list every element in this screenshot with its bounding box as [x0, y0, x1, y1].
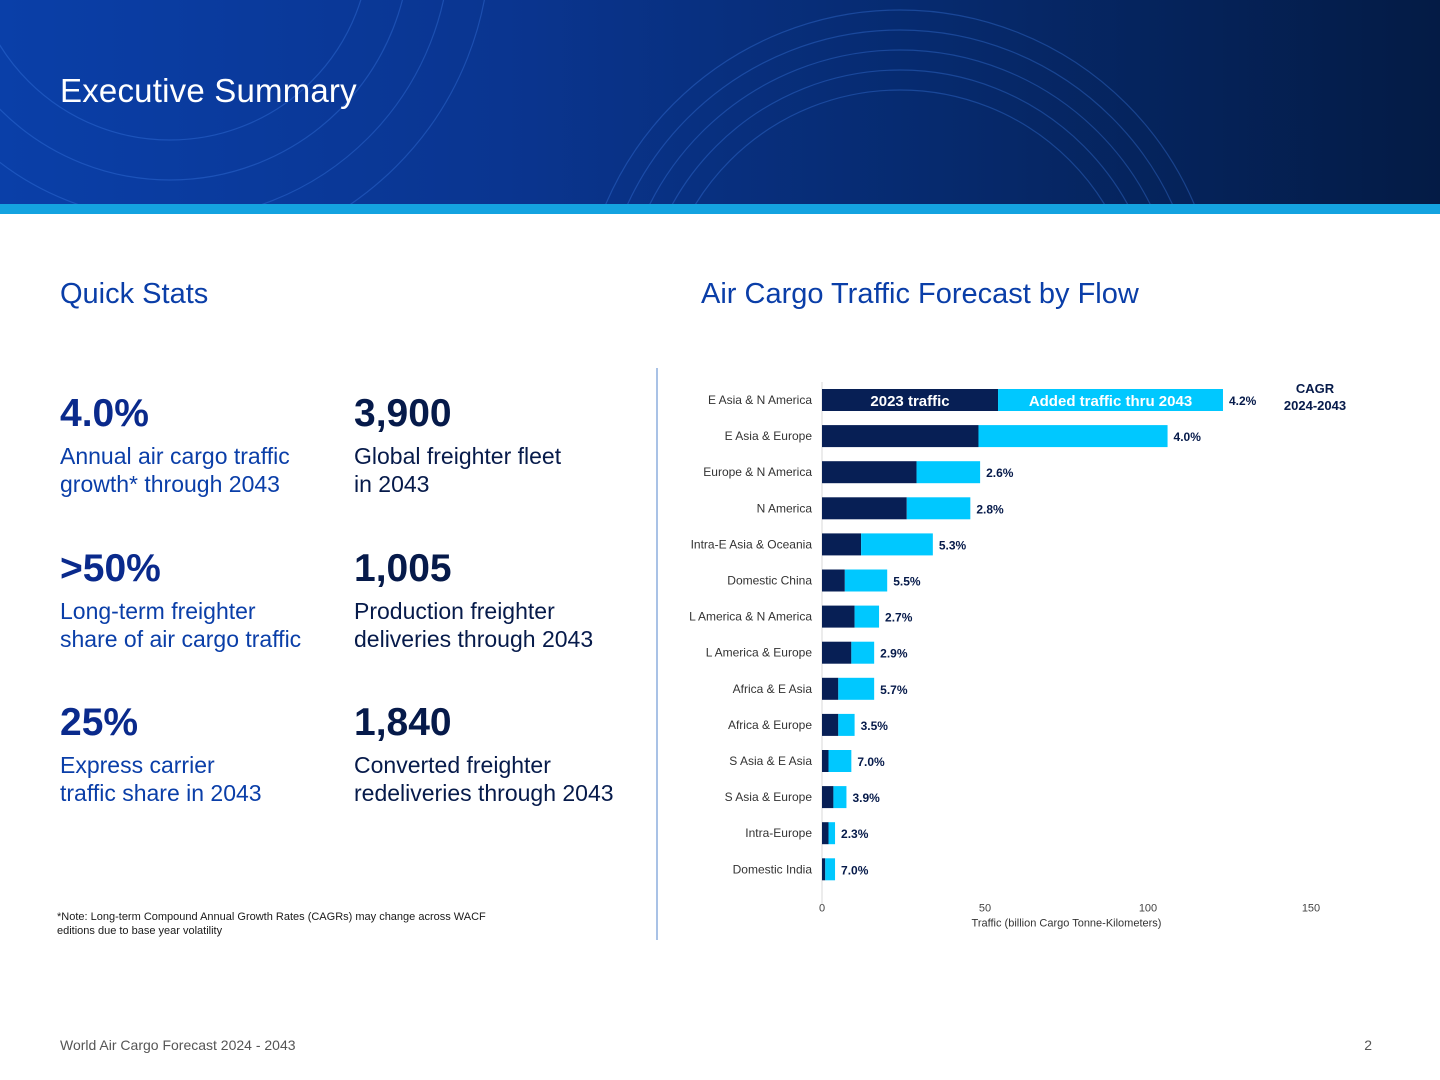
- accent-bar: [0, 204, 1440, 214]
- bar-2023-traffic: [822, 822, 829, 845]
- x-axis-title: Traffic (billion Cargo Tonne-Kilometers): [972, 917, 1162, 929]
- stat-freighter-share: >50% Long-term freighter share of air ca…: [60, 547, 350, 653]
- bar-2023-traffic: [822, 677, 839, 700]
- legend-added-traffic: Added traffic thru 2043: [1029, 393, 1192, 410]
- stat-express-share: 25% Express carrier traffic share in 204…: [60, 701, 350, 807]
- cagr-label: 2.9%: [880, 647, 908, 661]
- cagr-label: 7.0%: [841, 863, 869, 877]
- stat-value: 3,900: [354, 392, 452, 435]
- bar-added-traffic: [998, 389, 1223, 411]
- cagr-header-title: CAGR: [1296, 381, 1335, 396]
- bar-added-traffic: [844, 569, 888, 592]
- page-number: 2: [1364, 1037, 1372, 1053]
- cagr-header-years: 2024-2043: [1284, 398, 1346, 413]
- cagr-label: 5.7%: [880, 683, 908, 697]
- bar-added-traffic: [828, 750, 852, 772]
- stat-converted-redeliveries: 1,840 Converted freighter redeliveries t…: [354, 701, 644, 807]
- stat-value: >50%: [60, 547, 161, 590]
- stat-value: 1,840: [354, 701, 452, 744]
- bar-added-traffic: [854, 605, 880, 628]
- category-label: L America & Europe: [706, 646, 813, 660]
- bar-added-traffic: [833, 786, 847, 809]
- category-label: E Asia & Europe: [725, 429, 813, 443]
- category-label: Intra-Europe: [745, 826, 812, 840]
- stat-traffic-growth: 4.0% Annual air cargo traffic growth* th…: [60, 392, 350, 498]
- header-banner: Executive Summary: [0, 0, 1440, 204]
- chart-title: Air Cargo Traffic Forecast by Flow: [701, 278, 1139, 310]
- bar-added-traffic: [825, 858, 836, 881]
- stat-label: Production freighter deliveries through …: [354, 598, 594, 652]
- stat-label: Global freighter fleet in 2043: [354, 443, 562, 497]
- bar-2023-traffic: [822, 533, 862, 556]
- x-tick-label: 0: [819, 902, 825, 914]
- category-label: N America: [757, 501, 813, 515]
- bar-added-traffic: [978, 425, 1168, 448]
- stat-fleet: 3,900 Global freighter fleet in 2043: [354, 392, 644, 498]
- footer-title: World Air Cargo Forecast 2024 - 2043: [60, 1037, 296, 1053]
- bar-added-traffic: [838, 677, 875, 700]
- traffic-forecast-chart: E Asia & N America 4.2% 2023 traffic Added …: [689, 381, 1346, 929]
- stat-production-deliveries: 1,005 Production freighter deliveries th…: [354, 547, 644, 653]
- cagr-label: 5.5%: [893, 575, 921, 589]
- category-label: Domestic China: [727, 574, 812, 588]
- bar-added-traffic: [916, 461, 981, 484]
- cagr-label: 2.7%: [885, 611, 913, 625]
- cagr-label: 2.6%: [986, 466, 1014, 480]
- page-title: Executive Summary: [60, 72, 357, 109]
- x-tick-label: 50: [979, 902, 991, 914]
- stat-value: 25%: [60, 701, 139, 744]
- category-label: Africa & Europe: [728, 718, 812, 732]
- category-label: Domestic India: [733, 862, 813, 876]
- decorative-arcs: [0, 0, 1195, 204]
- quick-stats-title: Quick Stats: [60, 278, 209, 310]
- category-label: Intra-E Asia & Oceania: [691, 537, 813, 551]
- x-tick-label: 100: [1139, 902, 1157, 914]
- category-label: S Asia & E Asia: [729, 754, 812, 768]
- footnote: *Note: Long-term Compound Annual Growth …: [57, 911, 486, 937]
- cagr-label: 3.5%: [861, 719, 889, 733]
- bar-2023-traffic: [822, 713, 839, 736]
- bar-2023-traffic: [822, 461, 917, 484]
- cagr-label: 3.9%: [852, 791, 880, 805]
- bar-added-traffic: [861, 533, 933, 556]
- cagr-label: 2.8%: [976, 502, 1004, 516]
- stat-label: Express carrier traffic share in 2043: [60, 752, 262, 806]
- bar-2023-traffic: [822, 605, 855, 628]
- stat-label: Converted freighter redeliveries through…: [354, 752, 614, 806]
- bar-2023-traffic: [822, 641, 852, 664]
- bar-2023-traffic: [822, 425, 979, 448]
- stat-value: 1,005: [354, 547, 452, 590]
- bar-added-traffic: [828, 822, 836, 845]
- bar-2023-traffic: [822, 858, 826, 881]
- cagr-label: 4.2%: [1229, 394, 1257, 408]
- category-label: Africa & E Asia: [733, 682, 813, 696]
- bar-2023-traffic: [822, 497, 907, 520]
- category-label: L America & N America: [689, 610, 812, 624]
- stat-value: 4.0%: [60, 392, 149, 435]
- stat-label: Annual air cargo traffic growth* through…: [60, 443, 290, 497]
- bar-added-traffic: [851, 641, 875, 664]
- cagr-label: 2.3%: [841, 827, 869, 841]
- category-label: S Asia & Europe: [725, 790, 813, 804]
- bar-added-traffic: [906, 497, 971, 520]
- x-tick-label: 150: [1302, 902, 1320, 914]
- bar-2023-traffic: [822, 786, 834, 809]
- divider: [656, 368, 658, 940]
- bar-2023-traffic: [822, 389, 999, 411]
- bar-2023-traffic: [822, 750, 829, 772]
- bar-added-traffic: [838, 713, 855, 736]
- cagr-label: 7.0%: [857, 755, 885, 769]
- cagr-label: 5.3%: [939, 538, 967, 552]
- cagr-label: 4.0%: [1174, 430, 1202, 444]
- legend-2023-traffic: 2023 traffic: [870, 393, 949, 410]
- category-label: Europe & N America: [703, 465, 812, 479]
- stat-label: Long-term freighter share of air cargo t…: [60, 598, 302, 652]
- category-label: E Asia & N America: [708, 393, 812, 407]
- bar-2023-traffic: [822, 569, 845, 592]
